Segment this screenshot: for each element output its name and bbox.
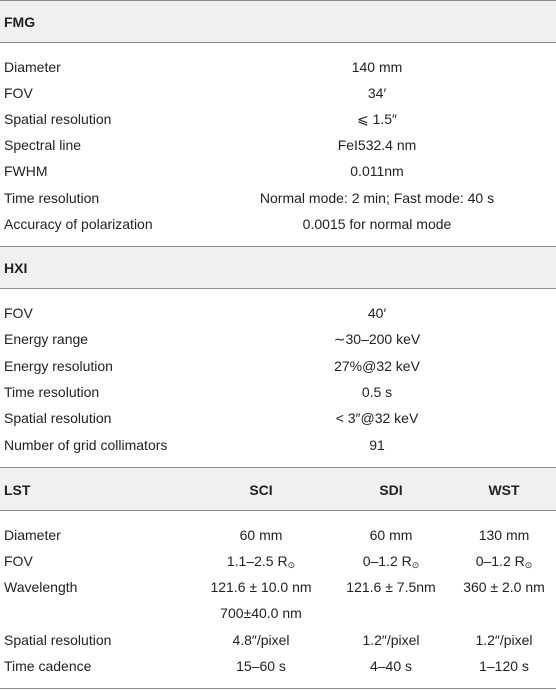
lst-value-sci-second-line: 700±40.0 nm: [220, 605, 302, 621]
fov-sdi-text: 0–1.2 R: [362, 553, 412, 569]
hxi-row-label: FOV: [4, 305, 33, 321]
lst-row-label: Diameter: [4, 527, 61, 543]
lst-value-wst: 0–1.2 R⊙: [475, 553, 533, 570]
lst-value-sdi: 60 mm: [369, 527, 413, 543]
hxi-row-value: 27%@32 keV: [334, 358, 420, 374]
hxi-row-value: 0.5 s: [361, 384, 393, 400]
fmg-row-label: Diameter: [4, 59, 61, 75]
lst-section-header: LST: [4, 482, 31, 498]
lst-value-sci: 60 mm: [239, 527, 283, 543]
sun-symbol: ⊙: [524, 560, 533, 570]
divider: [0, 246, 556, 247]
divider: [0, 510, 556, 511]
lst-value-wst: 1.2″/pixel: [475, 632, 533, 648]
fov-sci-text: 1.1–2.5 R: [226, 553, 288, 569]
hxi-row-label: Number of grid collimators: [4, 437, 168, 453]
lst-header-band: [0, 468, 556, 510]
lst-value-sci: 4.8″/pixel: [232, 632, 290, 648]
lst-column-header-sdi: SDI: [379, 482, 403, 498]
hxi-section-header: HXI: [4, 260, 28, 276]
fmg-row-value: 0.011nm: [350, 163, 404, 179]
fmg-row-value: 140 mm: [351, 59, 403, 75]
fov-wst-text: 0–1.2 R: [475, 553, 525, 569]
lst-value-wst: 1–120 s: [479, 658, 529, 674]
lst-value-sdi: 1.2″/pixel: [362, 632, 420, 648]
lst-value-wst: 360 ± 2.0 nm: [463, 579, 545, 595]
divider: [0, 0, 556, 1]
hxi-row-value: < 3″@32 keV: [335, 410, 419, 426]
lst-value-sci: 15–60 s: [236, 658, 286, 674]
fmg-row-value: FeI532.4 nm: [337, 137, 417, 153]
hxi-row-label: Spatial resolution: [4, 410, 112, 426]
sun-symbol: ⊙: [411, 560, 420, 570]
fmg-row-value: 34′: [367, 85, 387, 101]
lst-column-header-sci: SCI: [249, 482, 273, 498]
fmg-row-label: Spatial resolution: [4, 111, 112, 127]
divider: [0, 467, 556, 468]
hxi-row-label: Time resolution: [4, 384, 100, 400]
fmg-row-value: 0.0015 for normal mode: [302, 216, 452, 232]
hxi-row-label: Energy range: [4, 331, 89, 347]
divider: [0, 42, 556, 43]
fmg-row-label: Spectral line: [4, 137, 82, 153]
fmg-row-label: Time resolution: [4, 190, 100, 206]
lst-column-header-wst: WST: [488, 482, 520, 498]
lst-value-sci: 121.6 ± 10.0 nm: [210, 579, 312, 595]
lst-value-sdi: 0–1.2 R⊙: [362, 553, 420, 570]
divider: [0, 288, 556, 289]
fmg-row-label: FOV: [4, 85, 33, 101]
fmg-row-value: Normal mode: 2 min; Fast mode: 40 s: [259, 190, 495, 206]
lst-row-label: Spatial resolution: [4, 632, 112, 648]
fmg-row-label: Accuracy of polarization: [4, 216, 153, 232]
lst-value-sdi: 4–40 s: [369, 658, 413, 674]
hxi-header-band: [0, 247, 556, 288]
sun-symbol: ⊙: [287, 560, 296, 570]
hxi-row-value: 91: [369, 437, 385, 453]
hxi-row-value: ∼30–200 keV: [333, 331, 421, 347]
divider: [0, 688, 556, 689]
lst-value-sdi: 121.6 ± 7.5nm: [346, 579, 436, 595]
fmg-row-value: ⩽ 1.5″: [356, 111, 398, 127]
fmg-section-header: FMG: [4, 14, 36, 30]
fmg-row-label: FWHM: [4, 163, 48, 179]
hxi-row-label: Energy resolution: [4, 358, 113, 374]
lst-value-wst: 130 mm: [478, 527, 530, 543]
hxi-row-value: 40′: [367, 305, 387, 321]
lst-row-label: Time cadence: [4, 658, 92, 674]
lst-row-label: Wavelength: [4, 579, 78, 595]
lst-value-sci: 1.1–2.5 R⊙: [226, 553, 296, 570]
lst-row-label: FOV: [4, 553, 33, 569]
fmg-header-band: [0, 1, 556, 42]
